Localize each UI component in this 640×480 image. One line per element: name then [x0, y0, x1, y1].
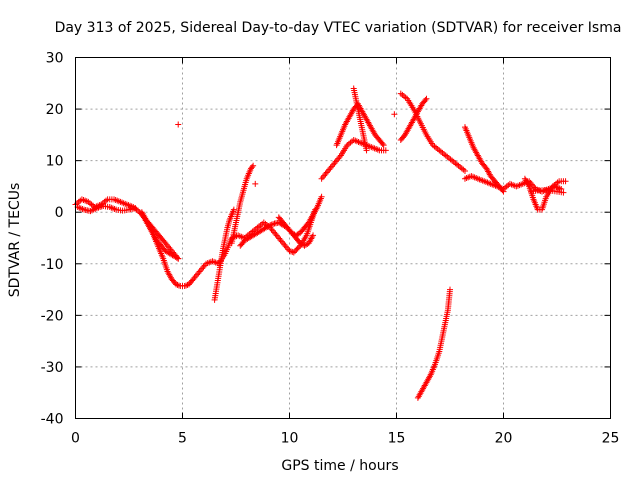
data-point: [289, 248, 296, 255]
data-point: [181, 282, 188, 289]
data-point: [175, 255, 182, 262]
tick-layer: 0 5 10 15 20 25 -40 -30 -20 -10 0 10 20 30: [41, 51, 620, 447]
data-point: [173, 254, 180, 261]
series-track-m: [397, 95, 430, 144]
series-track-r: [528, 187, 567, 196]
grid-layer: [75, 57, 611, 419]
y-tick-label: 0: [55, 205, 64, 221]
series-track-d: [140, 214, 182, 262]
data-point: [292, 248, 299, 255]
series-track-e: [211, 206, 237, 303]
series-track-j: [333, 100, 387, 149]
series-track-b: [74, 203, 139, 215]
data-point: [293, 246, 300, 253]
data-point: [290, 249, 297, 256]
data-point: [318, 193, 325, 200]
data-point: [447, 286, 453, 293]
data-point: [379, 140, 386, 147]
data-point: [175, 282, 182, 289]
data-point: [183, 282, 190, 289]
series-track-n: [414, 286, 453, 401]
data-point: [560, 189, 567, 196]
series-outliers: [175, 111, 398, 187]
data-point: [230, 206, 237, 213]
y-tick-label: -10: [41, 257, 64, 273]
y-axis-label: SDTVAR / TECUs: [7, 183, 23, 298]
data-point: [286, 247, 293, 254]
series-track-h: [275, 193, 325, 239]
data-point: [250, 162, 257, 169]
y-tick-label: -40: [41, 412, 64, 428]
plot-frame: [75, 57, 611, 419]
data-point: [500, 188, 507, 195]
y-tick-label: -20: [41, 308, 64, 324]
y-tick-label: 10: [46, 154, 64, 170]
data-point: [174, 281, 181, 288]
data-marks: [72, 85, 569, 401]
data-point: [461, 167, 468, 174]
data-point: [175, 121, 182, 128]
data-point: [267, 222, 274, 229]
data-point: [562, 178, 569, 185]
x-tick-label: 20: [495, 431, 513, 447]
series-track-f: [228, 162, 257, 247]
x-tick-label: 15: [388, 431, 406, 447]
x-tick-label: 0: [71, 431, 80, 447]
data-point: [132, 205, 139, 212]
data-point: [295, 244, 302, 251]
data-point: [422, 97, 429, 104]
data-point: [249, 164, 256, 171]
series-track-l: [397, 90, 468, 174]
data-point: [423, 95, 430, 102]
data-point: [173, 281, 180, 288]
data-point: [268, 221, 275, 228]
chart-title: Day 313 of 2025, Sidereal Day-to-day VTE…: [55, 20, 622, 36]
y-tick-label: 30: [46, 51, 64, 67]
data-point: [294, 245, 301, 252]
y-tick-label: 20: [46, 102, 64, 118]
data-point: [265, 222, 272, 229]
data-point: [499, 187, 506, 194]
data-point: [363, 147, 370, 154]
y-tick-label: -30: [41, 360, 64, 376]
series-track-c: [138, 206, 319, 289]
data-point: [310, 232, 317, 239]
data-point: [382, 147, 389, 154]
data-point: [391, 111, 398, 118]
x-tick-label: 10: [281, 431, 299, 447]
series-track-p: [461, 124, 507, 195]
series-track-i: [318, 137, 389, 182]
data-point: [252, 180, 259, 187]
data-point: [270, 221, 277, 228]
x-tick-label: 5: [178, 431, 187, 447]
x-tick-label: 25: [602, 431, 620, 447]
x-axis-label: GPS time / hours: [281, 458, 398, 474]
series-track-k: [350, 85, 370, 154]
data-point: [380, 142, 387, 149]
